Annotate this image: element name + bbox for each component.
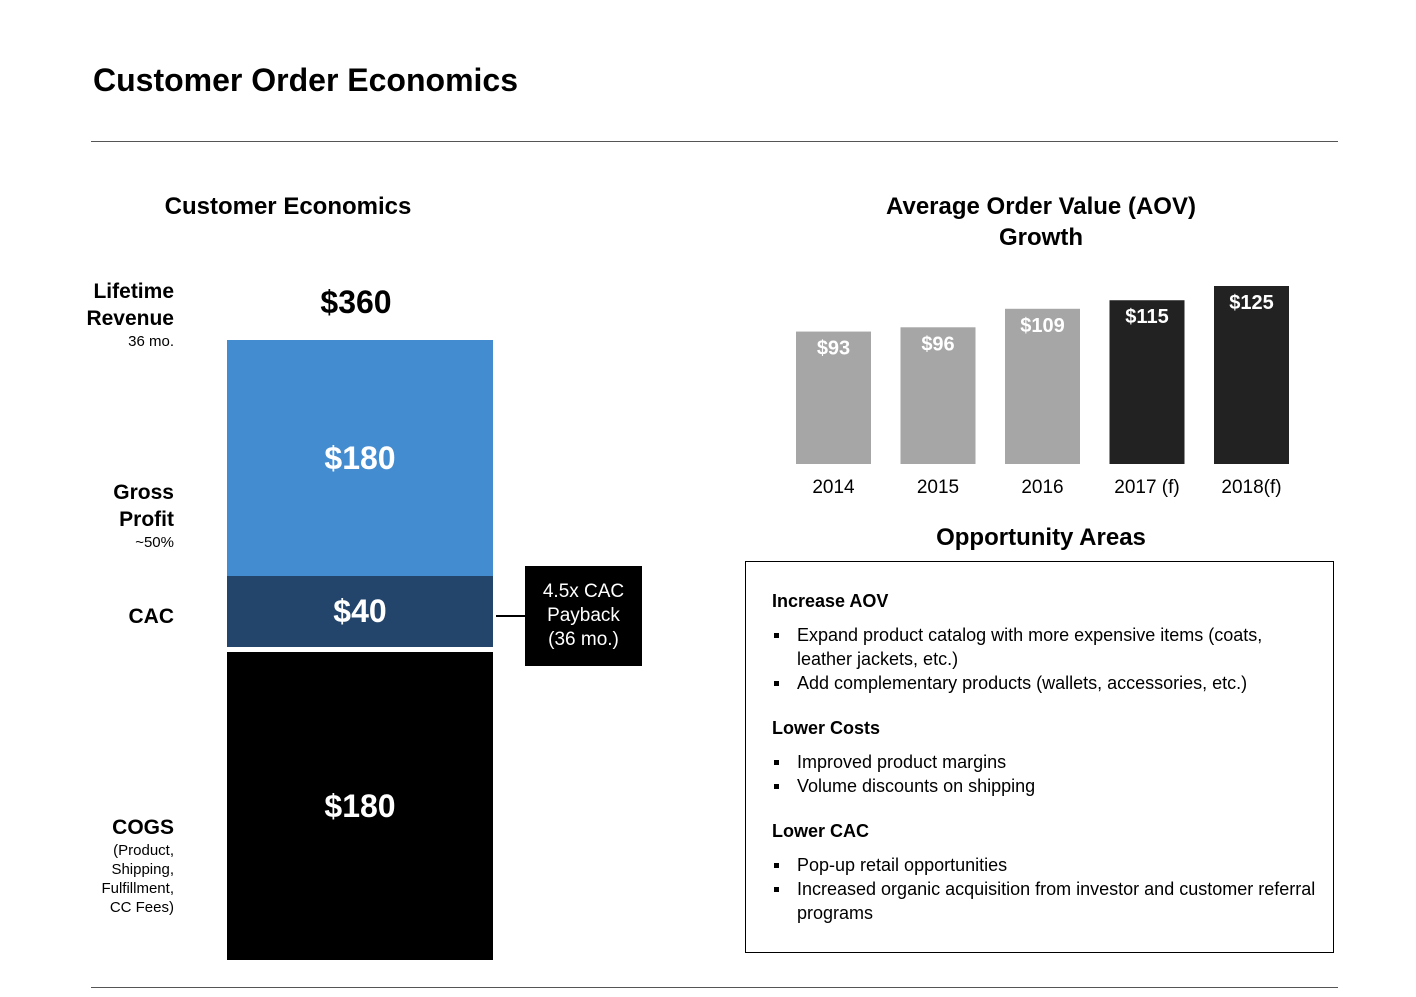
gross-profit-label: Gross Profit ~50% [113, 479, 174, 552]
aov-year-label: 2017 (f) [1114, 477, 1179, 498]
aov-bar-chart: $93 2014 $96 2015 $109 2016 $115 2017 (f) $125 20… [796, 286, 1289, 498]
gross-profit-label-line2: Profit [119, 508, 174, 531]
list-item: Expand product catalog with more expensi… [772, 623, 1317, 671]
aov-chart-title: Average Order Value (AOV) Growth [840, 191, 1242, 253]
payback-line-1: 4.5x CAC [542, 581, 625, 602]
list-item: Pop-up retail opportunities [772, 853, 1317, 877]
aov-title-line-2: Growth [999, 224, 1083, 251]
lifetime-revenue-value: $360 [320, 284, 392, 320]
gross-profit-label-line1: Gross [113, 481, 174, 504]
opp-list-lower-cac: Pop-up retail opportunities Increased or… [772, 853, 1317, 925]
opp-list-increase-aov: Expand product catalog with more expensi… [772, 623, 1317, 695]
cac-value: $40 [333, 593, 387, 629]
gross-profit-sub: ~50% [135, 534, 174, 551]
payback-line-3: (36 mo.) [548, 629, 619, 650]
aov-bar-2014 [796, 331, 871, 464]
payback-callout: 4.5x CAC Payback (36 mo.) [525, 566, 642, 666]
aov-year-label: 2014 [812, 477, 855, 498]
aov-title-line-1: Average Order Value (AOV) [886, 193, 1196, 220]
lifetime-revenue-label-line2: Revenue [86, 307, 174, 330]
customer-economics-title: Customer Economics [164, 193, 412, 220]
cogs-sub-1: (Product, [113, 842, 174, 859]
top-divider [91, 141, 1338, 142]
aov-year-label: 2018(f) [1221, 477, 1281, 498]
aov-value-label: $109 [1020, 315, 1065, 337]
gross-profit-block: $180 [227, 340, 493, 576]
payback-line-2: Payback [547, 605, 620, 626]
aov-bar-2016 [1005, 308, 1080, 464]
opportunity-areas-box: Increase AOV Expand product catalog with… [745, 561, 1334, 953]
gross-profit-value: $180 [324, 439, 396, 476]
opp-heading-increase-aov: Increase AOV [772, 591, 889, 611]
cac-label-text: CAC [128, 605, 175, 628]
list-item: Volume discounts on shipping [772, 774, 1317, 798]
opp-heading-lower-costs: Lower Costs [772, 718, 881, 738]
cogs-sub-3: Fulfillment, [101, 880, 174, 897]
aov-year-label: 2015 [917, 477, 959, 498]
aov-value-label: $115 [1125, 306, 1168, 328]
page-title: Customer Order Economics [93, 62, 518, 98]
opp-heading-lower-cac: Lower CAC [772, 821, 870, 841]
aov-bar-2017-f [1109, 300, 1185, 464]
aov-value-label: $96 [921, 333, 954, 355]
list-item: Increased organic acquisition from inves… [772, 877, 1317, 925]
cogs-label-text: COGS [112, 816, 174, 839]
cogs-sub-2: Shipping, [111, 861, 174, 878]
aov-value-label: $93 [817, 338, 850, 360]
aov-bar-2015 [900, 327, 976, 464]
cogs-block: $180 [227, 652, 493, 960]
aov-bar-2018-f [1214, 286, 1289, 464]
list-item: Improved product margins [772, 750, 1317, 774]
lifetime-revenue-label: Lifetime Revenue 36 mo. [86, 278, 174, 351]
list-item: Add complementary products (wallets, acc… [772, 671, 1317, 695]
lifetime-revenue-sub: 36 mo. [128, 333, 174, 350]
cogs-label: COGS (Product, Shipping, Fulfillment, CC… [101, 814, 174, 917]
bottom-divider [91, 987, 1338, 988]
cac-label: CAC [129, 603, 175, 630]
opp-list-lower-costs: Improved product margins Volume discount… [772, 750, 1317, 798]
cogs-value: $180 [324, 787, 396, 824]
lifetime-revenue-label-line1: Lifetime [93, 280, 174, 303]
aov-year-label: 2016 [1021, 477, 1063, 498]
cac-block: $40 [227, 576, 493, 647]
aov-value-label: $125 [1229, 292, 1274, 314]
opportunity-areas-title: Opportunity Areas [936, 524, 1146, 551]
payback-connector [496, 615, 526, 617]
cogs-sub-4: CC Fees) [109, 899, 174, 916]
